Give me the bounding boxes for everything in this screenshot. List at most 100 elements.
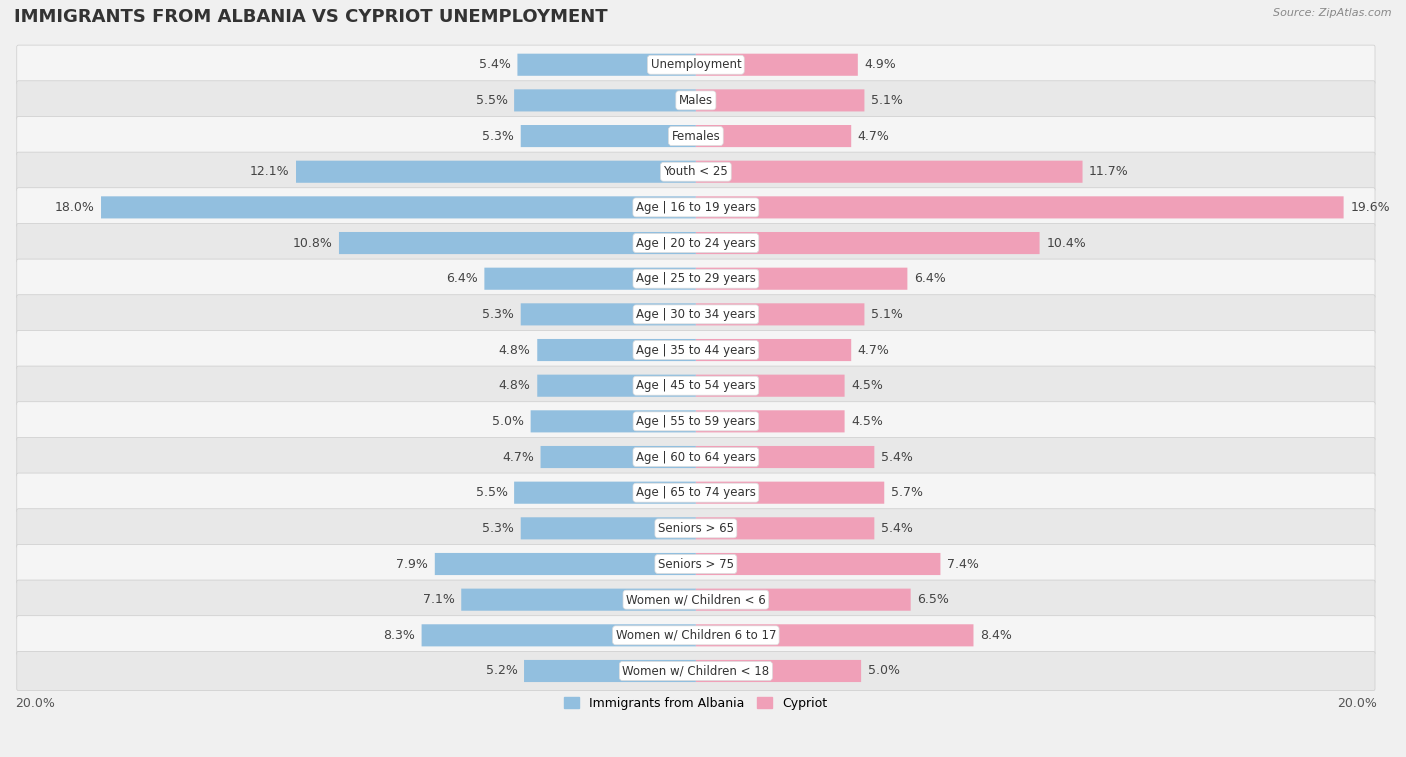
FancyBboxPatch shape [515, 481, 696, 503]
FancyBboxPatch shape [537, 339, 696, 361]
Text: Females: Females [672, 129, 720, 142]
Text: 4.9%: 4.9% [865, 58, 896, 71]
Text: 18.0%: 18.0% [55, 201, 94, 214]
FancyBboxPatch shape [17, 473, 1375, 512]
Text: 10.4%: 10.4% [1046, 236, 1085, 250]
Legend: Immigrants from Albania, Cypriot: Immigrants from Albania, Cypriot [560, 692, 832, 715]
Text: 5.4%: 5.4% [882, 522, 912, 535]
Text: Age | 45 to 54 years: Age | 45 to 54 years [636, 379, 756, 392]
Text: 5.2%: 5.2% [485, 665, 517, 678]
Text: 5.1%: 5.1% [872, 308, 903, 321]
FancyBboxPatch shape [17, 651, 1375, 690]
Text: 4.5%: 4.5% [851, 379, 883, 392]
Text: 7.9%: 7.9% [396, 557, 429, 571]
FancyBboxPatch shape [520, 517, 696, 540]
FancyBboxPatch shape [17, 81, 1375, 120]
FancyBboxPatch shape [696, 589, 911, 611]
Text: 8.4%: 8.4% [980, 629, 1012, 642]
Text: Age | 55 to 59 years: Age | 55 to 59 years [636, 415, 755, 428]
FancyBboxPatch shape [696, 625, 973, 646]
FancyBboxPatch shape [530, 410, 696, 432]
Text: Age | 30 to 34 years: Age | 30 to 34 years [636, 308, 755, 321]
FancyBboxPatch shape [17, 152, 1375, 192]
FancyBboxPatch shape [17, 223, 1375, 263]
FancyBboxPatch shape [524, 660, 696, 682]
FancyBboxPatch shape [17, 330, 1375, 369]
Text: Source: ZipAtlas.com: Source: ZipAtlas.com [1274, 8, 1392, 17]
Text: 4.7%: 4.7% [858, 344, 890, 357]
Text: 5.0%: 5.0% [868, 665, 900, 678]
FancyBboxPatch shape [696, 304, 865, 326]
FancyBboxPatch shape [17, 438, 1375, 477]
FancyBboxPatch shape [696, 89, 865, 111]
FancyBboxPatch shape [17, 45, 1375, 84]
FancyBboxPatch shape [696, 232, 1039, 254]
Text: 5.5%: 5.5% [475, 94, 508, 107]
FancyBboxPatch shape [540, 446, 696, 468]
Text: 6.5%: 6.5% [917, 593, 949, 606]
FancyBboxPatch shape [696, 54, 858, 76]
Text: 12.1%: 12.1% [250, 165, 290, 178]
FancyBboxPatch shape [696, 339, 851, 361]
Text: Youth < 25: Youth < 25 [664, 165, 728, 178]
Text: 5.7%: 5.7% [891, 486, 922, 499]
Text: Women w/ Children < 18: Women w/ Children < 18 [623, 665, 769, 678]
FancyBboxPatch shape [485, 268, 696, 290]
Text: 4.8%: 4.8% [499, 344, 530, 357]
Text: 11.7%: 11.7% [1090, 165, 1129, 178]
Text: 4.7%: 4.7% [502, 450, 534, 463]
Text: 6.4%: 6.4% [914, 273, 946, 285]
FancyBboxPatch shape [17, 402, 1375, 441]
Text: Age | 20 to 24 years: Age | 20 to 24 years [636, 236, 756, 250]
Text: Age | 65 to 74 years: Age | 65 to 74 years [636, 486, 756, 499]
FancyBboxPatch shape [696, 196, 1344, 219]
Text: 4.7%: 4.7% [858, 129, 890, 142]
FancyBboxPatch shape [17, 615, 1375, 655]
Text: 8.3%: 8.3% [382, 629, 415, 642]
Text: Women w/ Children 6 to 17: Women w/ Children 6 to 17 [616, 629, 776, 642]
FancyBboxPatch shape [17, 509, 1375, 548]
FancyBboxPatch shape [17, 544, 1375, 584]
FancyBboxPatch shape [17, 117, 1375, 156]
FancyBboxPatch shape [17, 580, 1375, 619]
FancyBboxPatch shape [696, 125, 851, 147]
FancyBboxPatch shape [434, 553, 696, 575]
Text: 5.4%: 5.4% [479, 58, 510, 71]
Text: 5.5%: 5.5% [475, 486, 508, 499]
Text: Seniors > 75: Seniors > 75 [658, 557, 734, 571]
FancyBboxPatch shape [297, 160, 696, 182]
FancyBboxPatch shape [537, 375, 696, 397]
FancyBboxPatch shape [17, 188, 1375, 227]
FancyBboxPatch shape [696, 160, 1083, 182]
FancyBboxPatch shape [696, 481, 884, 503]
FancyBboxPatch shape [520, 304, 696, 326]
FancyBboxPatch shape [517, 54, 696, 76]
Text: 5.3%: 5.3% [482, 522, 515, 535]
Text: 6.4%: 6.4% [446, 273, 478, 285]
FancyBboxPatch shape [17, 294, 1375, 334]
FancyBboxPatch shape [339, 232, 696, 254]
FancyBboxPatch shape [101, 196, 696, 219]
FancyBboxPatch shape [17, 366, 1375, 405]
Text: 19.6%: 19.6% [1350, 201, 1391, 214]
Text: 4.8%: 4.8% [499, 379, 530, 392]
FancyBboxPatch shape [696, 517, 875, 540]
Text: Age | 16 to 19 years: Age | 16 to 19 years [636, 201, 756, 214]
FancyBboxPatch shape [461, 589, 696, 611]
Text: Seniors > 65: Seniors > 65 [658, 522, 734, 535]
FancyBboxPatch shape [696, 268, 907, 290]
FancyBboxPatch shape [17, 259, 1375, 298]
FancyBboxPatch shape [422, 625, 696, 646]
Text: IMMIGRANTS FROM ALBANIA VS CYPRIOT UNEMPLOYMENT: IMMIGRANTS FROM ALBANIA VS CYPRIOT UNEMP… [14, 8, 607, 26]
Text: Women w/ Children < 6: Women w/ Children < 6 [626, 593, 766, 606]
FancyBboxPatch shape [515, 89, 696, 111]
Text: 5.3%: 5.3% [482, 308, 515, 321]
FancyBboxPatch shape [696, 375, 845, 397]
Text: 10.8%: 10.8% [292, 236, 332, 250]
FancyBboxPatch shape [520, 125, 696, 147]
FancyBboxPatch shape [696, 446, 875, 468]
Text: 5.1%: 5.1% [872, 94, 903, 107]
Text: Age | 35 to 44 years: Age | 35 to 44 years [636, 344, 756, 357]
Text: 4.5%: 4.5% [851, 415, 883, 428]
Text: Males: Males [679, 94, 713, 107]
